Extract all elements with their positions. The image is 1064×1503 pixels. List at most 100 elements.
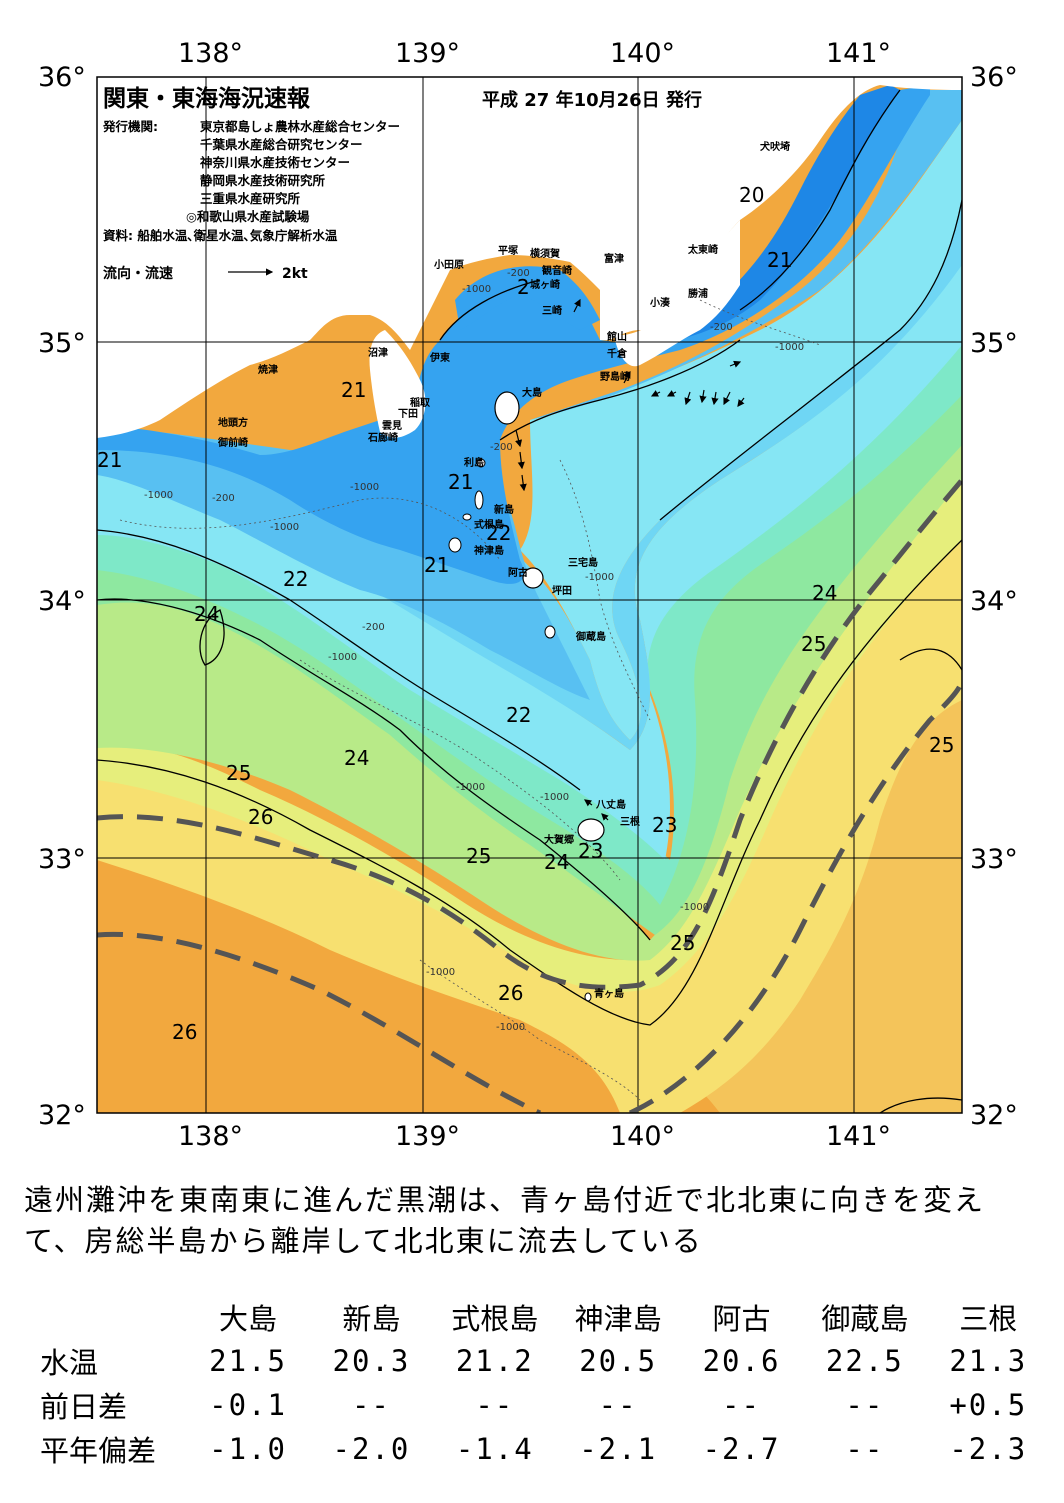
place-taito: 太東崎 (687, 243, 718, 256)
depth-label: -1000 (350, 482, 379, 493)
table-cell: -2.0 (332, 1432, 411, 1466)
lon-label-bottom: 139° (395, 1121, 460, 1152)
current-vectors (515, 298, 745, 821)
land-izu (369, 330, 426, 438)
place-mikurajima: 御蔵島 (575, 630, 606, 643)
place-yaizu: 焼津 (258, 363, 278, 376)
isotherm-label: 24 (194, 602, 219, 626)
depth-label: -1000 (328, 652, 357, 663)
place-miyakejima: 三宅島 (568, 556, 598, 569)
place-oshima: 大島 (522, 386, 542, 399)
table-cell: -1.0 (209, 1432, 287, 1466)
place-ito: 伊東 (429, 351, 450, 364)
land-boso (600, 220, 740, 367)
isotherm-label: 25 (929, 733, 954, 757)
place-aogashima: 青ヶ島 (594, 987, 624, 1000)
place-nojimazaki: 野島崎 (600, 370, 630, 383)
isotherm-label: 25 (801, 632, 826, 656)
band-23-5 (97, 390, 962, 935)
place-hiratsuka: 平塚 (498, 244, 518, 257)
lon-label-top: 138° (178, 38, 243, 69)
place-numazu: 沼津 (368, 346, 388, 359)
table-cell: 21.3 (949, 1344, 1028, 1378)
place-tsubota: 坪田 (552, 584, 572, 597)
island-mikurajima (544, 625, 556, 639)
place-odawara: 小田原 (433, 258, 464, 271)
isotherm-label: 26 (172, 1020, 197, 1044)
place-yokosuka: 横須賀 (530, 247, 560, 260)
observation-table: 大島 新島 式根島 神津島 阿古 御蔵島 三根 水温 21.5 20.3 21.… (40, 1295, 1050, 1471)
place-kominato: 小湊 (649, 296, 671, 309)
island-oshima (494, 391, 520, 425)
lat-label-left: 32° (38, 1100, 86, 1131)
kuroshio-axis (97, 478, 962, 1113)
isotherm-label: 20 (739, 183, 764, 207)
table-cell: -- (845, 1432, 885, 1466)
depth-contours (119, 299, 821, 1101)
isotherm-label: 25 (466, 844, 491, 868)
depth-label: -1000 (775, 342, 804, 353)
table-cell: -0.1 (209, 1388, 287, 1422)
table-row: 前日差 -0.1 -- -- -- -- -- +0.5 (40, 1383, 1050, 1427)
data-sources: 資料: 船舶水温､衛星水温､気象庁解析水温 (103, 228, 338, 243)
band-22-5 (97, 260, 962, 860)
row-label: 平年偏差 (40, 1434, 157, 1468)
lat-label-left: 35° (38, 328, 86, 359)
column-header: 御蔵島 (821, 1302, 909, 1336)
place-tomitsu: 富津 (604, 252, 624, 265)
publisher-5: 三重県水産研究所 (200, 191, 301, 206)
place-kumomi: 雲見 (382, 420, 402, 432)
legend-scale: 2kt (282, 266, 308, 282)
isotherm-label: 22 (506, 703, 531, 727)
table-cell: -1.4 (455, 1432, 534, 1466)
isotherm-label: 23 (652, 813, 677, 837)
table-cell: 21.5 (209, 1344, 287, 1378)
place-jogasaki: 城ヶ崎 (530, 278, 560, 291)
depth-label: -1000 (540, 792, 569, 803)
table-cell: -- (475, 1388, 515, 1422)
map-title: 関東・東海海況速報 (103, 85, 311, 112)
issue-date: 平成 27 年10月26日 発行 (482, 89, 702, 111)
place-omaezaki: 御前崎 (217, 436, 248, 449)
table-cell: -- (598, 1388, 638, 1422)
place-kannonzaki: 観音崎 (542, 264, 572, 277)
header-corner (40, 1295, 186, 1339)
axis-labels: 138° 139° 140° 141° 138° 139° 140° 141° … (38, 38, 1018, 1152)
lon-label-bottom: 140° (610, 1121, 675, 1152)
depth-labels: -200 -1000 -1000 -200 -1000 -1000 -200 -… (144, 268, 804, 1033)
lat-label-right: 34° (970, 586, 1018, 617)
table-cell: -- (722, 1388, 761, 1422)
table-cell: -2.3 (949, 1432, 1028, 1466)
depth-label: -1000 (462, 284, 491, 295)
place-inatori: 稲取 (410, 396, 431, 409)
table-cell: +0.5 (949, 1388, 1028, 1422)
table-row: 水温 21.5 20.3 21.2 20.5 20.6 22.5 21.3 (40, 1339, 1050, 1383)
map-frame (96, 76, 963, 1114)
depth-label: -200 (507, 268, 530, 279)
place-shimoda: 下田 (398, 408, 418, 420)
isotherm-label: 21 (97, 448, 122, 472)
sea-temperature-map: 関東・東海海況速報 平成 27 年10月26日 発行 発行機関: 東京都島しょ農… (38, 38, 1018, 1152)
isotherm-label: 21 (424, 553, 449, 577)
place-jitogata: 地頭方 (218, 416, 248, 429)
lat-label-left: 34° (38, 586, 86, 617)
depth-label: -200 (362, 622, 385, 633)
place-misaki: 三崎 (542, 304, 562, 317)
isotherm-label: 23 (578, 839, 603, 863)
land-honshu (97, 77, 962, 438)
depth-label: -1000 (585, 572, 614, 583)
depth-label: -1000 (496, 1022, 525, 1033)
isotherm-label: 22 (283, 567, 308, 591)
island-hachijojima (577, 818, 605, 842)
table-cell: 20.5 (579, 1344, 658, 1378)
depth-label: -1000 (270, 522, 299, 533)
table-cell: 20.3 (332, 1344, 411, 1378)
depth-label: -1000 (426, 967, 455, 978)
table-cell: 22.5 (825, 1344, 904, 1378)
place-names: 犬吠埼 太東崎 勝浦 小湊 富津 観音崎 横須賀 平塚 小田原 城ヶ崎 三崎 館… (217, 140, 790, 1000)
band-24 (97, 440, 962, 961)
publisher-1: 東京都島しょ農林水産総合センター (200, 119, 400, 134)
isotherm-label: 21 (341, 378, 366, 402)
isotherm-label: 25 (670, 931, 695, 955)
place-niijima: 新島 (494, 503, 514, 516)
